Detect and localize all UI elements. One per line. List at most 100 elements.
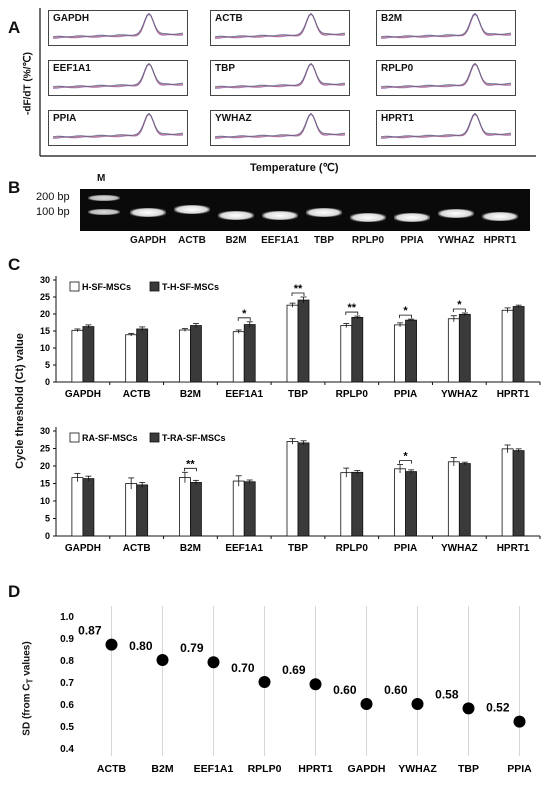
bar-t-h-sf-mscs-ppia	[405, 319, 417, 383]
bar-t-h-sf-mscs-eef1a1	[243, 324, 256, 383]
x-tick-label-rplp0: RPLP0	[248, 763, 282, 775]
y-tick-label: 0.5	[60, 722, 74, 733]
legend-swatch	[69, 281, 80, 292]
bar-ra-sf-mscs-eef1a1	[232, 480, 245, 537]
melt-curve-trace	[214, 13, 346, 39]
x-tick-label-actb: ACTB	[97, 763, 127, 775]
melt-curve-trace	[52, 63, 184, 89]
bar-t-ra-sf-mscs-hprt1	[512, 450, 525, 537]
x-tick-label-actb: ACTB	[123, 543, 151, 554]
bar-t-ra-sf-mscs-b2m	[190, 482, 202, 537]
melt-curve-trace	[52, 13, 184, 39]
gel-lane-label-rplp0: RPLP0	[351, 235, 385, 246]
y-tick-label: 0.9	[60, 634, 74, 645]
bar-ra-sf-mscs-ywhaz	[447, 461, 460, 537]
gel-lane-label-b2m: B2M	[225, 235, 247, 246]
point-actb	[105, 638, 118, 651]
gel-lane-label-gapdh: GAPDH	[129, 235, 167, 246]
value-label-hprt1: 0.69	[282, 663, 306, 677]
melt-curve-label: GAPDH	[53, 13, 90, 24]
gel-band-rplp0	[350, 213, 386, 222]
value-label-actb: 0.87	[78, 624, 102, 638]
x-tick-label-tbp: TBP	[288, 543, 308, 554]
point-rplp0	[258, 676, 271, 688]
agarose-gel-image	[80, 189, 530, 231]
y-tick-label: 0.4	[60, 744, 74, 755]
bar-h-sf-mscs-tbp	[286, 304, 299, 383]
melt-curve-trace	[52, 12, 184, 38]
x-tick-label-ywhaz: YWHAZ	[441, 543, 478, 554]
melt-curve-trace	[52, 62, 184, 88]
significance-marker: **	[186, 458, 195, 470]
bar-t-ra-sf-mscs-gapdh	[82, 478, 95, 537]
bar-h-sf-mscs-eef1a1	[232, 331, 245, 383]
significance-bracket	[237, 317, 251, 321]
y-tick-label: 20	[40, 309, 50, 319]
x-tick-label-hprt1: HPRT1	[298, 763, 333, 775]
gel-lane-label-actb: ACTB	[178, 235, 206, 246]
melt-curve-label: EEF1A1	[53, 63, 91, 74]
bar-ra-sf-mscs-ppia	[394, 468, 406, 537]
gel-band-eef1a1	[262, 211, 298, 220]
y-tick-label: 0.7	[60, 678, 74, 689]
significance-marker: *	[403, 305, 408, 317]
bar-t-h-sf-mscs-actb	[136, 328, 149, 383]
x-tick-label-ppia: PPIA	[394, 389, 417, 400]
sd-dot-chart: 0.4 0.5 0.6 0.7 0.8 0.9 1.0 0.87 ACTB 0.80 B2M 0.79…	[60, 606, 532, 775]
ladder-100bp: 100 bp	[36, 206, 70, 218]
melt-curve-trace	[380, 63, 512, 89]
melt-curve-trace	[214, 13, 346, 39]
value-label-eef1a1: 0.79	[180, 641, 204, 655]
melt-curve-trace	[214, 112, 346, 138]
melt-curve-trace	[52, 13, 184, 39]
bar-t-h-sf-mscs-hprt1	[512, 306, 525, 383]
panel-d-letter: D	[8, 582, 21, 601]
x-tick-label-gapdh: GAPDH	[348, 763, 386, 775]
legend-label-h-sf-mscs: H-SF-MSCs	[82, 282, 131, 292]
x-tick-label-b2m: B2M	[151, 763, 173, 775]
point-eef1a1	[207, 656, 220, 669]
value-label-b2m: 0.80	[129, 639, 153, 653]
x-tick-label-rplp0: RPLP0	[336, 543, 369, 554]
melt-curve-b2m: B2M	[376, 10, 516, 46]
x-tick-label-gapdh: GAPDH	[65, 389, 101, 400]
bar-t-ra-sf-mscs-actb	[136, 484, 149, 537]
melt-curve-trace	[380, 113, 512, 139]
bar-h-sf-mscs-actb	[125, 334, 138, 383]
significance-bracket	[399, 460, 412, 464]
y-tick-label: 15	[40, 326, 50, 336]
legend-swatch	[149, 281, 160, 292]
bar-ra-sf-mscs-hprt1	[501, 448, 514, 537]
gel-lane-label-eef1a1: EEF1A1	[261, 235, 299, 246]
bar-t-ra-sf-mscs-eef1a1	[243, 481, 256, 537]
significance-bracket	[452, 308, 466, 312]
melt-curve-trace	[380, 62, 512, 88]
bar-ra-sf-mscs-actb	[125, 483, 138, 537]
point-ppia	[513, 715, 526, 728]
x-tick-label-eef1a1: EEF1A1	[225, 543, 263, 554]
melt-curve-actb: ACTB	[210, 10, 350, 46]
point-b2m	[156, 654, 169, 666]
gel-band-ywhaz	[438, 209, 474, 218]
melt-curve-trace	[52, 113, 184, 139]
bar-t-ra-sf-mscs-ppia	[405, 471, 417, 537]
gel-ladder-band-100	[88, 209, 120, 215]
gel-lane-label-ppia: PPIA	[400, 235, 424, 246]
gel-band-b2m	[218, 211, 254, 220]
x-tick-label-ppia: PPIA	[394, 543, 417, 554]
melt-curve-ywhaz: YWHAZ	[210, 110, 350, 146]
significance-marker: **	[294, 283, 303, 295]
melt-curve-trace	[214, 113, 346, 139]
bar-t-h-sf-mscs-b2m	[190, 325, 202, 383]
y-tick-label: 0.6	[60, 700, 74, 711]
melt-curve-label: RPLP0	[381, 63, 414, 74]
melt-curve-ppia: PPIA	[48, 110, 188, 146]
melt-curve-trace	[214, 62, 346, 88]
panel-a-letter: A	[8, 18, 21, 37]
point-tbp	[462, 702, 475, 715]
x-tick-label-eef1a1: EEF1A1	[194, 763, 234, 775]
bar-t-ra-sf-mscs-rplp0	[351, 471, 364, 537]
legend-label-t-h-sf-mscs: T-H-SF-MSCs	[162, 282, 219, 292]
melt-curve-trace	[380, 113, 512, 139]
melt-curve-trace	[380, 13, 512, 39]
